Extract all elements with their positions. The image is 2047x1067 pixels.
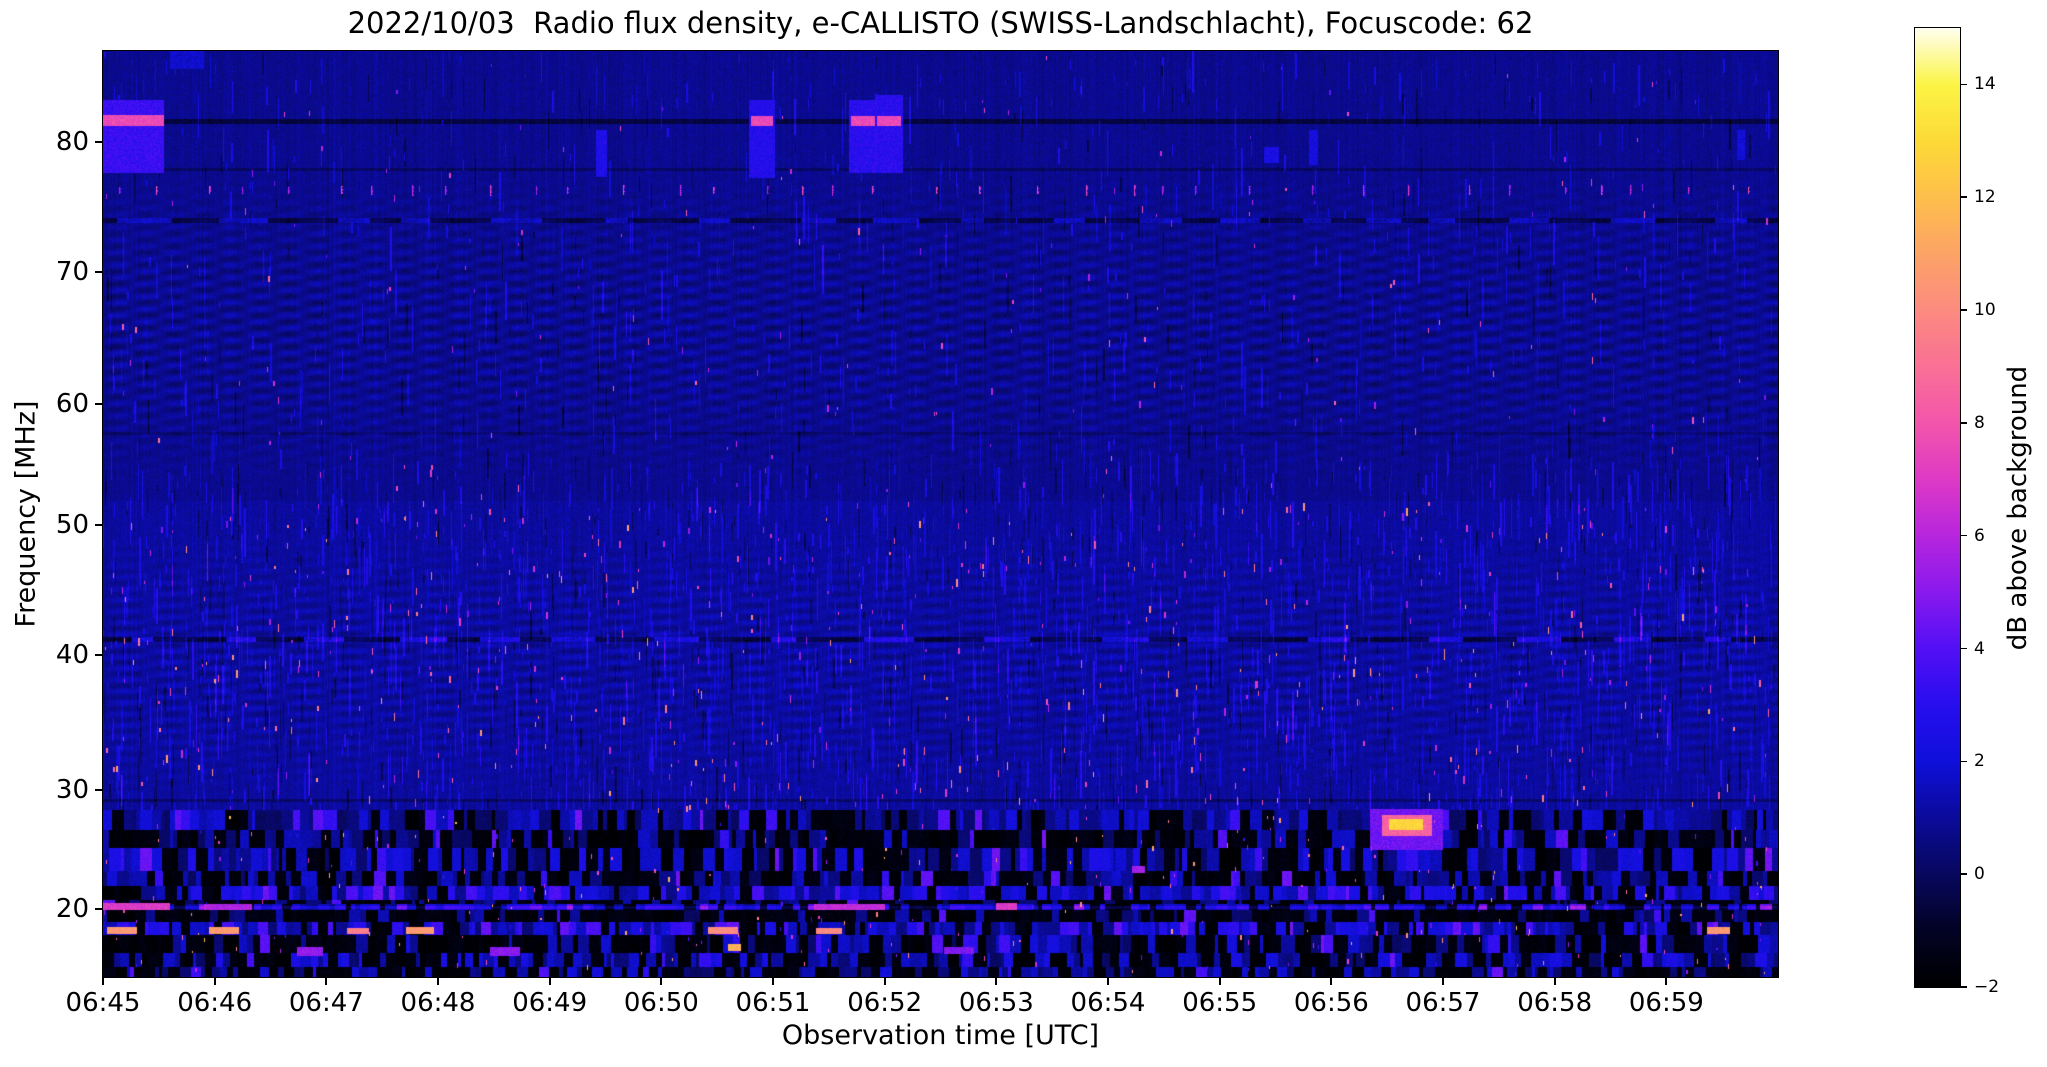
x-tick <box>995 977 998 985</box>
x-axis-label: Observation time [UTC] <box>781 1020 1100 1051</box>
x-tick-label: 06:46 <box>177 988 253 1018</box>
colorbar-tick-label: −2 <box>1974 977 2000 997</box>
colorbar-tick <box>1960 196 1967 199</box>
y-tick <box>95 789 103 792</box>
colorbar-tick <box>1960 83 1967 86</box>
y-tick <box>95 524 103 527</box>
x-tick-label: 06:47 <box>288 988 364 1018</box>
colorbar-tick-label: 10 <box>1974 300 1996 321</box>
x-tick-label: 06:45 <box>65 988 141 1018</box>
y-tick-label: 50 <box>55 510 89 541</box>
colorbar-tick <box>1960 647 1967 650</box>
colorbar-tick-label: 4 <box>1974 638 1985 659</box>
x-tick-label: 06:51 <box>735 988 811 1018</box>
colorbar-tick-label: 8 <box>1974 412 1985 433</box>
x-tick <box>1553 977 1556 985</box>
x-tick-label: 06:55 <box>1182 988 1258 1018</box>
colorbar-label-text: dB above background <box>2003 365 2033 651</box>
colorbar-tick <box>1960 873 1967 875</box>
colorbar-tick-label: 14 <box>1974 74 1996 95</box>
colorbar-tick-label: 2 <box>1974 751 1985 772</box>
y-tick-label: 80 <box>55 127 89 158</box>
x-tick <box>883 977 886 985</box>
colorbar-tick-label: 0 <box>1974 864 1985 885</box>
y-axis-label-text: Frequency [MHz] <box>10 400 42 628</box>
y-tick <box>95 271 103 274</box>
colorbar-tick <box>1960 422 1967 424</box>
x-tick <box>1442 977 1444 985</box>
colorbar <box>1914 27 1961 988</box>
x-tick <box>772 977 774 985</box>
y-tick <box>95 908 103 911</box>
colorbar-gradient <box>1915 28 1960 987</box>
x-tick <box>213 977 216 985</box>
y-tick-label: 60 <box>55 388 89 419</box>
colorbar-tick <box>1960 309 1967 311</box>
x-tick-label: 06:49 <box>512 988 588 1018</box>
y-tick-label: 40 <box>55 640 89 671</box>
spectrogram-image <box>103 51 1778 977</box>
y-tick-label: 20 <box>55 894 89 925</box>
x-tick <box>660 977 663 985</box>
x-tick-label: 06:48 <box>400 988 476 1018</box>
x-tick-label: 06:54 <box>1070 988 1146 1018</box>
x-tick-label: 06:57 <box>1405 988 1481 1018</box>
y-tick-label: 30 <box>55 775 89 806</box>
y-tick <box>95 654 103 657</box>
x-tick-label: 06:52 <box>847 988 923 1018</box>
colorbar-tick-label: 12 <box>1974 187 1996 208</box>
chart-title: 2022/10/03 Radio flux density, e-CALLIST… <box>347 6 1534 40</box>
x-tick-label: 06:53 <box>958 988 1034 1018</box>
colorbar-tick-label: 6 <box>1974 525 1985 546</box>
y-tick <box>95 402 103 405</box>
x-tick <box>548 977 551 985</box>
x-tick <box>102 977 104 985</box>
x-tick-label: 06:59 <box>1628 988 1704 1018</box>
x-tick <box>437 977 439 985</box>
y-tick-label: 70 <box>55 257 89 288</box>
x-tick-label: 06:56 <box>1293 988 1369 1018</box>
spectrogram-plot <box>102 50 1779 978</box>
x-tick <box>325 977 328 985</box>
x-tick-label: 06:58 <box>1517 988 1593 1018</box>
y-tick <box>95 141 103 144</box>
x-tick <box>1218 977 1221 985</box>
x-tick-label: 06:50 <box>623 988 699 1018</box>
x-tick <box>1107 977 1109 985</box>
x-tick <box>1665 977 1668 985</box>
x-tick <box>1330 977 1333 985</box>
colorbar-tick <box>1960 986 1967 988</box>
colorbar-tick <box>1960 534 1967 537</box>
colorbar-tick <box>1960 760 1967 763</box>
